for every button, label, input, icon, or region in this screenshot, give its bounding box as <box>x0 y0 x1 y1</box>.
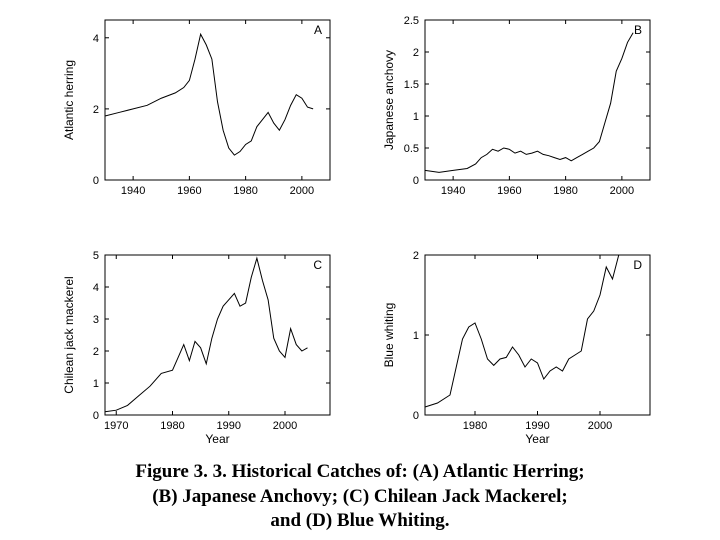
svg-text:1980: 1980 <box>160 420 184 432</box>
panel-C: 1970 1980 1990 2000 0 1 2 3 4 5 Chilean jack macke… <box>60 245 340 450</box>
svg-text:2000: 2000 <box>273 420 297 432</box>
chart-grid: 1940196019802000024Atlantic herringA 194… <box>60 10 660 440</box>
svg-text:Japanese anchovy: Japanese anchovy <box>382 50 396 150</box>
caption-line-3: and (D) Blue Whiting. <box>270 510 449 531</box>
svg-text:2: 2 <box>413 47 419 59</box>
panel-B: 1940 1960 1980 2000 0 0.5 1 1.5 2 2.5 Japanese anc… <box>380 10 660 215</box>
svg-text:B: B <box>634 23 642 37</box>
svg-text:1970: 1970 <box>104 420 128 432</box>
svg-text:Blue whiting: Blue whiting <box>382 303 396 368</box>
svg-text:Atlantic herring: Atlantic herring <box>62 60 76 140</box>
svg-text:1.5: 1.5 <box>404 79 419 91</box>
figure-caption: Figure 3. 3. Historical Catches of: (A) … <box>0 460 720 534</box>
svg-text:1: 1 <box>413 330 419 342</box>
svg-text:C: C <box>313 258 322 272</box>
svg-text:A: A <box>314 23 322 37</box>
svg-text:Year: Year <box>205 432 229 445</box>
svg-text:1980: 1980 <box>233 185 257 197</box>
svg-text:1980: 1980 <box>553 185 577 197</box>
svg-text:4: 4 <box>93 282 99 294</box>
svg-text:5: 5 <box>93 250 99 262</box>
svg-text:2: 2 <box>413 250 419 262</box>
svg-text:2000: 2000 <box>290 185 314 197</box>
svg-text:2: 2 <box>93 104 99 116</box>
svg-text:1940: 1940 <box>441 185 465 197</box>
svg-text:2: 2 <box>93 346 99 358</box>
svg-text:1: 1 <box>413 111 419 123</box>
svg-text:1990: 1990 <box>525 420 549 432</box>
svg-text:Chilean jack mackerel: Chilean jack mackerel <box>62 276 76 393</box>
svg-text:0: 0 <box>93 175 99 187</box>
svg-text:3: 3 <box>93 314 99 326</box>
svg-text:2000: 2000 <box>610 185 634 197</box>
panel-A: 1940 1960 1980 2000 0 2 4 Atlantic herring A <box>60 10 340 215</box>
caption-line-2: (B) Japanese Anchovy; (C) Chilean Jack M… <box>152 486 568 507</box>
svg-text:0: 0 <box>413 175 419 187</box>
svg-text:2000: 2000 <box>588 420 612 432</box>
panel-D: 1980 1990 2000 0 1 2 Blue whiting Year D <box>380 245 660 450</box>
svg-text:0.5: 0.5 <box>404 143 419 155</box>
svg-text:1960: 1960 <box>177 185 201 197</box>
svg-text:0: 0 <box>413 410 419 422</box>
svg-text:2.5: 2.5 <box>404 15 419 27</box>
svg-text:1940: 1940 <box>121 185 145 197</box>
svg-text:1980: 1980 <box>463 420 487 432</box>
svg-text:0: 0 <box>93 410 99 422</box>
caption-line-1: Figure 3. 3. Historical Catches of: (A) … <box>135 461 584 482</box>
svg-text:D: D <box>633 258 642 272</box>
svg-text:1: 1 <box>93 378 99 390</box>
svg-text:1990: 1990 <box>217 420 241 432</box>
svg-text:4: 4 <box>93 33 99 45</box>
svg-text:1960: 1960 <box>497 185 521 197</box>
svg-text:Year: Year <box>525 432 549 445</box>
